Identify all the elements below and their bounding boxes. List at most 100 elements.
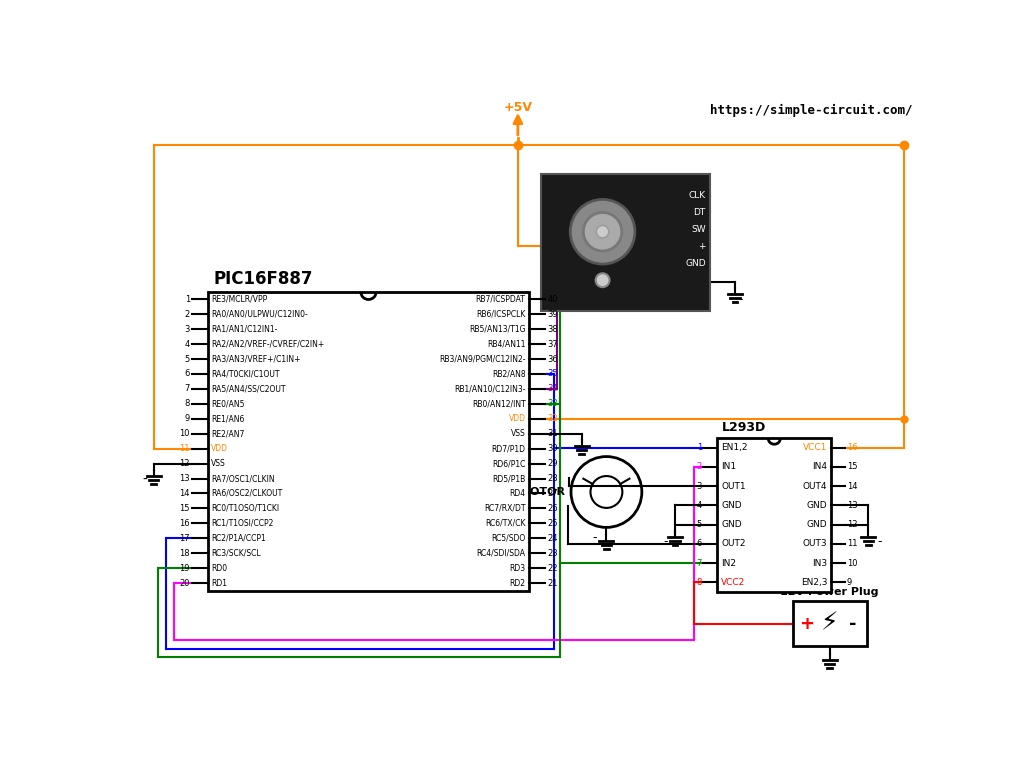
Text: 10: 10: [179, 429, 189, 438]
Text: RC1/T1OSI/CCP2: RC1/T1OSI/CCP2: [211, 519, 273, 528]
Text: PIC16F887: PIC16F887: [214, 270, 313, 288]
Text: GND: GND: [721, 501, 741, 510]
Text: 36: 36: [547, 355, 558, 363]
Text: 37: 37: [547, 340, 558, 348]
Text: 12V Power Plug: 12V Power Plug: [780, 587, 879, 598]
Text: RE0/AN5: RE0/AN5: [211, 400, 245, 408]
Text: +5V: +5V: [504, 101, 532, 114]
Text: IN4: IN4: [812, 462, 827, 472]
Text: 7: 7: [184, 384, 189, 393]
Text: RC6/TX/CK: RC6/TX/CK: [485, 519, 525, 528]
Text: 19: 19: [179, 563, 189, 573]
Text: 24: 24: [547, 534, 558, 542]
Text: 30: 30: [547, 444, 558, 453]
Text: RC5/SDO: RC5/SDO: [492, 534, 525, 542]
Text: GND: GND: [807, 501, 827, 510]
Text: RB3/AN9/PGM/C12IN2-: RB3/AN9/PGM/C12IN2-: [439, 355, 525, 363]
Text: RB0/AN12/INT: RB0/AN12/INT: [472, 400, 525, 408]
Text: -: -: [849, 615, 856, 632]
Text: VDD: VDD: [211, 444, 228, 453]
Text: RA7/OSC1/CLKIN: RA7/OSC1/CLKIN: [211, 474, 275, 483]
Text: 16: 16: [179, 519, 189, 528]
Text: RD7/P1D: RD7/P1D: [492, 444, 525, 453]
Text: 6: 6: [184, 369, 189, 379]
Text: RC7/RX/DT: RC7/RX/DT: [484, 504, 525, 513]
Text: 3: 3: [184, 324, 189, 334]
Bar: [541, 174, 711, 311]
Text: VSS: VSS: [511, 429, 525, 438]
Text: 1: 1: [696, 443, 701, 452]
Text: 40: 40: [547, 295, 558, 303]
Text: DT: DT: [693, 208, 706, 217]
Text: RA0/AN0/ULPWU/C12IN0-: RA0/AN0/ULPWU/C12IN0-: [211, 310, 308, 319]
Text: OUT2: OUT2: [721, 539, 745, 549]
Text: RD6/P1C: RD6/P1C: [493, 459, 525, 468]
Text: 23: 23: [547, 549, 558, 558]
Text: 7: 7: [696, 559, 701, 568]
Text: RA4/T0CKI/C1OUT: RA4/T0CKI/C1OUT: [211, 369, 280, 379]
Text: -: -: [593, 532, 597, 544]
Text: RD4: RD4: [510, 489, 525, 498]
Text: RC3/SCK/SCL: RC3/SCK/SCL: [211, 549, 261, 558]
Text: RC2/P1A/CCP1: RC2/P1A/CCP1: [211, 534, 266, 542]
Text: GND: GND: [685, 258, 706, 268]
Text: RB7/ICSPDAT: RB7/ICSPDAT: [476, 295, 525, 303]
Text: RA3/AN3/VREF+/C1IN+: RA3/AN3/VREF+/C1IN+: [211, 355, 301, 363]
Text: 18: 18: [179, 549, 189, 558]
Text: RA5/AN4/SS/C2OUT: RA5/AN4/SS/C2OUT: [211, 384, 286, 393]
Text: OUT3: OUT3: [803, 539, 827, 549]
Text: 17: 17: [179, 534, 189, 542]
Text: RA2/AN2/VREF-/CVREF/C2IN+: RA2/AN2/VREF-/CVREF/C2IN+: [211, 340, 325, 348]
Text: 25: 25: [547, 519, 558, 528]
Text: 20: 20: [179, 579, 189, 587]
Text: EN1,2: EN1,2: [721, 443, 748, 452]
Text: RD0: RD0: [211, 563, 227, 573]
Text: OUT1: OUT1: [721, 482, 745, 490]
Text: 4: 4: [696, 501, 701, 510]
Text: +: +: [799, 615, 814, 632]
Text: 13: 13: [179, 474, 189, 483]
Text: SW: SW: [691, 225, 706, 234]
Text: 5: 5: [696, 520, 701, 529]
Circle shape: [596, 273, 609, 287]
Text: OUT4: OUT4: [803, 482, 827, 490]
Text: RA6/OSC2/CLKOUT: RA6/OSC2/CLKOUT: [211, 489, 283, 498]
Text: 38: 38: [547, 324, 558, 334]
Text: EN2,3: EN2,3: [801, 578, 827, 587]
Text: RA1/AN1/C12IN1-: RA1/AN1/C12IN1-: [211, 324, 278, 334]
Text: 27: 27: [547, 489, 558, 498]
Text: 16: 16: [847, 443, 857, 452]
Text: RB5/AN13/T1G: RB5/AN13/T1G: [469, 324, 525, 334]
Bar: [717, 438, 831, 592]
Text: RB4/AN11: RB4/AN11: [487, 340, 525, 348]
Text: 31: 31: [547, 429, 558, 438]
Text: RB1/AN10/C12IN3-: RB1/AN10/C12IN3-: [454, 384, 525, 393]
Text: 22: 22: [547, 563, 558, 573]
Text: 26: 26: [547, 504, 558, 513]
Text: 13: 13: [847, 501, 857, 510]
Text: 33: 33: [547, 400, 558, 408]
Text: RB2/AN8: RB2/AN8: [492, 369, 525, 379]
Text: GND: GND: [807, 520, 827, 529]
Text: 9: 9: [184, 414, 189, 423]
Text: 29: 29: [547, 459, 558, 468]
Text: VDD: VDD: [509, 414, 525, 423]
Text: -: -: [878, 535, 882, 548]
Text: 11: 11: [179, 444, 189, 453]
Text: 12: 12: [847, 520, 857, 529]
Text: -: -: [664, 535, 668, 548]
Text: L293D: L293D: [722, 421, 766, 435]
Text: +: +: [698, 242, 706, 251]
Text: 10: 10: [847, 559, 857, 568]
Text: RD2: RD2: [510, 579, 525, 587]
Text: RB6/ICSPCLK: RB6/ICSPCLK: [476, 310, 525, 319]
Text: 8: 8: [696, 578, 701, 587]
Text: 15: 15: [179, 504, 189, 513]
Text: IN2: IN2: [721, 559, 736, 568]
Bar: [208, 292, 529, 591]
Text: IN1: IN1: [721, 462, 736, 472]
Text: 6: 6: [696, 539, 701, 549]
Text: 35: 35: [547, 369, 558, 379]
Text: 3: 3: [696, 482, 701, 490]
Text: ⚡: ⚡: [821, 611, 839, 636]
